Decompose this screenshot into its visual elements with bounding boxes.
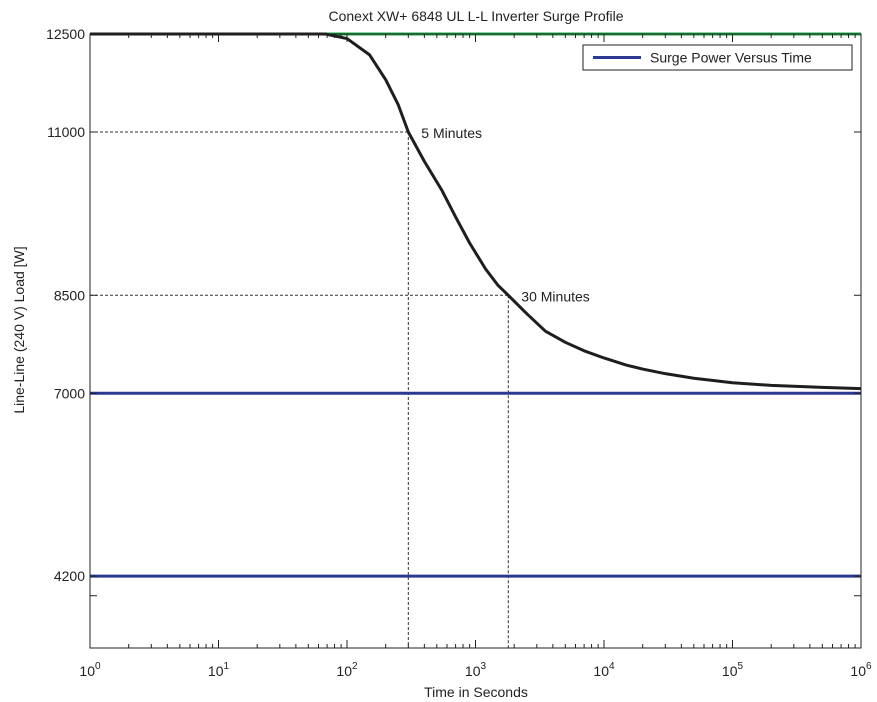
y-tick-label-0: 12500 — [46, 26, 85, 42]
x-tick-label-1: 101 — [208, 661, 230, 679]
x-tick-label-6: 106 — [850, 661, 872, 679]
y-tick-label-2: 8500 — [54, 287, 85, 303]
x-tick-label-3: 103 — [465, 661, 487, 679]
plot-area: 12500 11000 8500 7000 4200 100 101 102 103 104 105… — [46, 26, 872, 679]
x-tick-label-2: 102 — [336, 661, 358, 679]
legend: Surge Power Versus Time — [582, 44, 853, 71]
plot-frame — [89, 33, 862, 649]
series-line-0 — [90, 32, 862, 391]
annotation-1: 30 Minutes — [521, 288, 589, 304]
chart-title: Conext XW+ 6848 UL L-L Inverter Surge Pr… — [328, 8, 623, 24]
y-tick-label-4: 4200 — [54, 568, 85, 584]
y-tick-label-1: 11000 — [47, 124, 85, 140]
x-axis-label: Time in Seconds — [424, 684, 528, 700]
y-axis-label: Line-Line (240 V) Load [W] — [11, 246, 27, 413]
y-tick-label-3: 7000 — [54, 385, 85, 401]
legend-label: Surge Power Versus Time — [650, 50, 812, 66]
x-tick-label-0: 100 — [79, 661, 101, 679]
x-tick-label-4: 104 — [593, 661, 615, 679]
x-tick-label-5: 105 — [722, 661, 744, 679]
annotation-0: 5 Minutes — [421, 125, 482, 141]
